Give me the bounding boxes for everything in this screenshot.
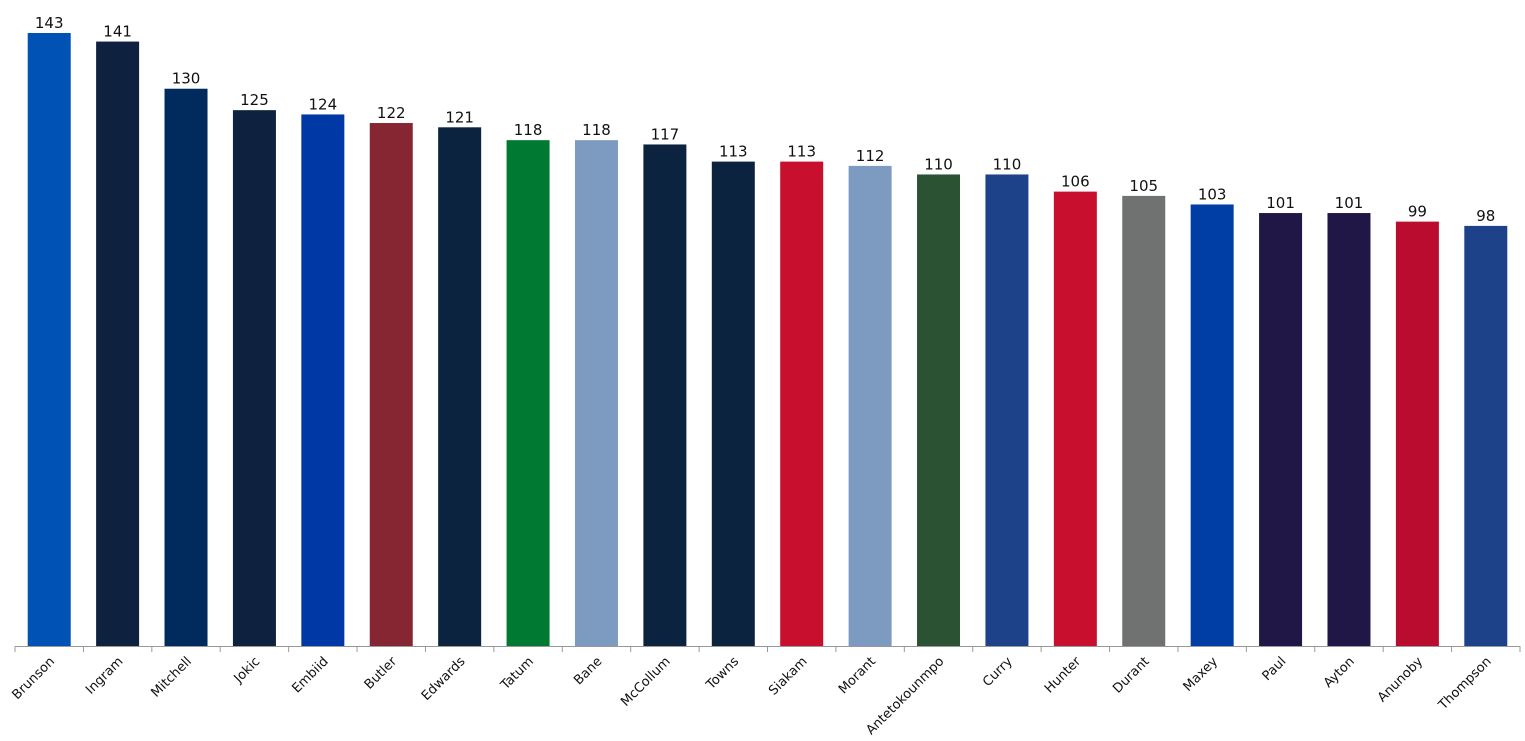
bar-anunoby — [1395, 221, 1439, 646]
bar-thompson — [1464, 225, 1508, 646]
tick-label-anunoby: Anunoby — [1375, 654, 1426, 705]
value-label-anunoby: 99 — [1408, 203, 1427, 221]
bar-tatum — [506, 140, 550, 646]
bar-mccollum — [643, 144, 687, 647]
bar-mitchell — [164, 88, 208, 646]
value-label-mccollum: 117 — [651, 125, 680, 143]
bar-hunter — [1053, 191, 1097, 646]
bar-paul — [1259, 213, 1303, 646]
x-axis-ticks — [14, 646, 1521, 652]
tick-label-tatum: Tatum — [497, 654, 536, 693]
bar-jokic — [232, 110, 276, 647]
bar-ingram — [96, 41, 140, 646]
tick-label-brunson: Brunson — [9, 654, 58, 703]
tick-label-ingram: Ingram — [83, 654, 126, 697]
tick-label-maxey: Maxey — [1181, 654, 1222, 695]
tick-label-embiid: Embiid — [290, 654, 332, 696]
bar-siakam — [780, 161, 824, 647]
value-label-bane: 118 — [582, 121, 611, 139]
value-label-morant: 112 — [856, 147, 885, 165]
tick-label-thompson: Thompson — [1435, 654, 1494, 713]
bar-towns — [711, 161, 755, 647]
value-label-tatum: 118 — [514, 121, 543, 139]
tick-label-paul: Paul — [1260, 654, 1290, 684]
value-label-maxey: 103 — [1198, 185, 1227, 203]
value-label-jokic: 125 — [240, 91, 269, 109]
bar-maxey — [1190, 204, 1234, 646]
tick-label-jokic: Jokic — [231, 654, 264, 687]
tick-label-mccollum: McCollum — [618, 654, 674, 710]
bar-bane — [574, 140, 618, 646]
value-label-brunson: 143 — [35, 14, 64, 32]
bar-butler — [369, 123, 413, 646]
value-label-paul: 101 — [1266, 194, 1295, 212]
tick-label-mitchell: Mitchell — [149, 654, 195, 700]
value-label-towns: 113 — [719, 143, 748, 161]
value-label-ayton: 101 — [1335, 194, 1364, 212]
bar-embiid — [301, 114, 345, 646]
value-label-edwards: 121 — [445, 108, 474, 126]
tick-label-edwards: Edwards — [419, 654, 469, 704]
tick-label-durant: Durant — [1110, 654, 1152, 696]
value-label-siakam: 113 — [787, 143, 816, 161]
bar-curry — [985, 174, 1029, 646]
value-label-curry: 110 — [993, 155, 1022, 173]
value-label-embiid: 124 — [309, 95, 338, 113]
value-label-durant: 105 — [1129, 177, 1158, 195]
value-label-mitchell: 130 — [172, 70, 201, 88]
bar-ayton — [1327, 213, 1371, 646]
value-label-antetokounmpo: 110 — [924, 155, 953, 173]
tick-label-morant: Morant — [836, 654, 879, 697]
value-label-butler: 122 — [377, 104, 406, 122]
value-label-ingram: 141 — [103, 23, 132, 41]
value-label-hunter: 106 — [1061, 173, 1090, 191]
tick-label-ayton: Ayton — [1321, 654, 1358, 691]
bars-group — [27, 33, 1508, 647]
bar-antetokounmpo — [917, 174, 961, 646]
tick-label-curry: Curry — [980, 654, 1016, 690]
bar-morant — [848, 165, 892, 646]
x-axis-tick-labels: Brunson Ingram Mitchell Jokic Embiid Butler Ed… — [9, 654, 1494, 738]
tick-label-towns: Towns — [703, 654, 742, 693]
value-label-thompson: 98 — [1476, 207, 1495, 225]
bar-brunson — [27, 33, 71, 646]
tick-label-bane: Bane — [571, 654, 605, 688]
tick-label-siakam: Siakam — [766, 654, 810, 698]
tick-label-butler: Butler — [362, 654, 401, 693]
bar-edwards — [438, 127, 482, 647]
bar-durant — [1122, 195, 1166, 646]
value-labels-group: 143 141 130 125 124 122 121 118 118 117 113 113 112 1… — [35, 14, 1495, 225]
tick-label-hunter: Hunter — [1042, 654, 1085, 697]
